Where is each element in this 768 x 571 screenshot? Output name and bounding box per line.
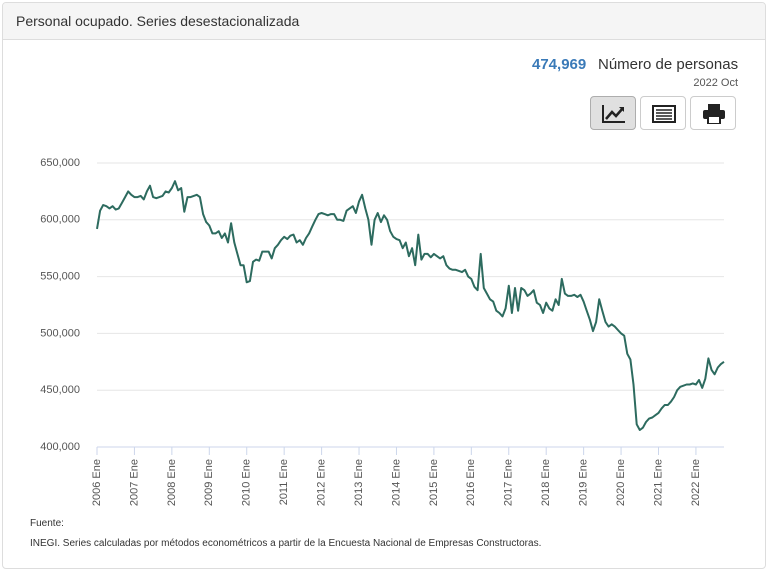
print-icon <box>703 104 725 124</box>
y-tick-label: 500,000 <box>40 327 80 339</box>
x-tick-label: 2018 Ene <box>540 459 552 506</box>
x-tick-label: 2006 Ene <box>91 459 103 506</box>
x-tick-label: 2012 Ene <box>316 459 328 506</box>
x-tick-label: 2010 Ene <box>241 459 253 506</box>
x-tick-label: 2014 Ene <box>390 459 402 506</box>
y-tick-label: 550,000 <box>40 271 80 283</box>
source-label: Fuente: <box>30 518 64 529</box>
line-series <box>96 180 725 431</box>
x-tick-label: 2016 Ene <box>465 459 477 506</box>
source-text: INEGI. Series calculadas por métodos eco… <box>30 538 542 549</box>
x-tick-label: 2019 Ene <box>578 459 590 506</box>
x-tick-label: 2009 Ene <box>203 459 215 506</box>
table-icon <box>652 105 676 123</box>
x-tick-label: 2020 Ene <box>615 459 627 506</box>
chart-button[interactable] <box>590 96 636 130</box>
y-tick-label: 650,000 <box>40 157 80 169</box>
y-tick-label: 600,000 <box>40 214 80 226</box>
print-button[interactable] <box>690 96 736 130</box>
panel-title: Personal ocupado. Series desestacionaliz… <box>3 3 765 40</box>
x-tick-label: 2015 Ene <box>428 459 440 506</box>
y-tick-label: 400,000 <box>40 441 80 453</box>
latest-date: 2022 Oct <box>693 77 738 89</box>
x-tick-label: 2007 Ene <box>128 459 140 506</box>
x-tick-label: 2022 Ene <box>690 459 702 506</box>
table-button[interactable] <box>640 96 686 130</box>
latest-value: 474,969 <box>532 56 587 73</box>
x-tick-label: 2008 Ene <box>166 459 178 506</box>
chart-icon <box>602 105 625 123</box>
x-tick-label: 2017 Ene <box>503 459 515 506</box>
x-tick-label: 2021 Ene <box>652 459 664 506</box>
y-tick-label: 450,000 <box>40 384 80 396</box>
latest-unit: Número de personas <box>598 56 739 73</box>
x-tick-label: 2013 Ene <box>353 459 365 506</box>
x-tick-label: 2011 Ene <box>278 459 290 505</box>
